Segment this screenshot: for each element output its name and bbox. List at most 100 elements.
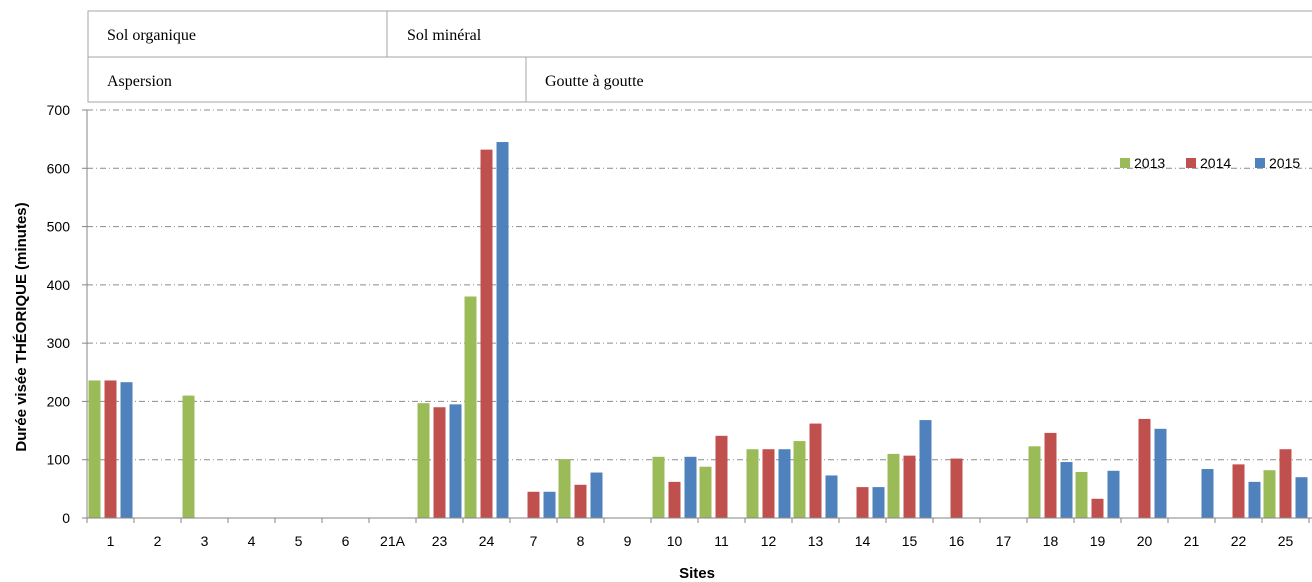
bar-2014-site-22 <box>1232 464 1245 518</box>
bar-2014-site-7 <box>527 491 540 518</box>
y-tick-label: 700 <box>47 102 71 118</box>
x-tick-label-25: 25 <box>1278 533 1294 549</box>
x-tick-label-5: 5 <box>295 533 303 549</box>
x-tick-label-15: 15 <box>902 533 918 549</box>
bar-2014-site-16 <box>950 458 963 518</box>
x-tick-label-9: 9 <box>624 533 632 549</box>
legend-label-2013: 2013 <box>1134 155 1165 171</box>
bar-2013-site-12 <box>746 449 759 518</box>
bar-2015-site-12 <box>778 449 791 518</box>
bar-2014-site-15 <box>903 455 916 518</box>
bar-2013-site-10 <box>652 456 665 518</box>
x-tick-label-3: 3 <box>201 533 209 549</box>
y-tick-label: 400 <box>47 277 71 293</box>
bar-2013-site-19 <box>1075 471 1088 518</box>
x-tick-label-23: 23 <box>432 533 448 549</box>
bar-2015-site-7 <box>543 491 556 518</box>
header-row1-box <box>87 10 1312 58</box>
x-tick-label-21A: 21A <box>380 533 406 549</box>
x-tick-label-21: 21 <box>1184 533 1200 549</box>
bar-2015-site-19 <box>1107 470 1120 518</box>
x-axis-ticks: 1 2 3 4 5 6 21A 23 24 7 8 9 10 11 12 13 14 15 16 17 18 19 20 21… <box>86 518 1310 549</box>
bar-2014-site-23 <box>433 407 446 518</box>
x-tick-label-7: 7 <box>530 533 538 549</box>
bars <box>88 142 1308 519</box>
bar-2014-site-8 <box>574 484 587 518</box>
x-tick-label-4: 4 <box>248 533 256 549</box>
x-tick-label-22: 22 <box>1231 533 1247 549</box>
bar-2015-site-10 <box>684 456 697 518</box>
y-tick-label: 100 <box>47 452 71 468</box>
bar-2014-site-11 <box>715 435 728 518</box>
bar-2014-site-18 <box>1044 432 1057 518</box>
bar-2015-site-8 <box>590 472 603 518</box>
bar-2015-site-1 <box>120 382 133 518</box>
gridlines <box>87 109 1312 461</box>
header-row2-box <box>87 56 1312 103</box>
bar-2014-site-10 <box>668 481 681 518</box>
bar-2015-site-20 <box>1154 428 1167 518</box>
bar-2013-site-23 <box>417 403 430 518</box>
bar-2013-site-11 <box>699 466 712 518</box>
bar-2015-site-14 <box>872 487 885 518</box>
bar-2013-site-1 <box>88 380 101 518</box>
y-tick-label: 0 <box>62 510 70 526</box>
legend-swatch-2015 <box>1255 158 1265 168</box>
x-tick-label-20: 20 <box>1137 533 1153 549</box>
bar-2015-site-25 <box>1295 477 1308 518</box>
bar-2013-site-3 <box>182 395 195 518</box>
bar-2015-site-15 <box>919 420 932 518</box>
x-tick-label-10: 10 <box>667 533 683 549</box>
x-tick-label-13: 13 <box>808 533 824 549</box>
x-tick-label-1: 1 <box>107 533 115 549</box>
x-tick-label-12: 12 <box>761 533 777 549</box>
bar-2013-site-8 <box>558 459 571 518</box>
y-tick-label: 500 <box>47 219 71 235</box>
bar-2013-site-25 <box>1263 470 1276 518</box>
bar-2015-site-23 <box>449 404 462 518</box>
x-tick-label-17: 17 <box>996 533 1012 549</box>
bar-2014-site-13 <box>809 423 822 518</box>
legend: 2013 2014 2015 <box>1120 155 1300 171</box>
header-table: Sol organique Sol minéral Aspersion Gout… <box>87 10 1312 103</box>
header-goutte: Goutte à goutte <box>545 73 644 90</box>
x-tick-label-18: 18 <box>1043 533 1059 549</box>
header-sol-mineral: Sol minéral <box>407 27 482 44</box>
x-tick-label-6: 6 <box>342 533 350 549</box>
x-tick-label-2: 2 <box>154 533 162 549</box>
y-tick-label: 600 <box>47 160 71 176</box>
legend-label-2015: 2015 <box>1269 155 1300 171</box>
x-tick-label-14: 14 <box>855 533 871 549</box>
header-aspersion: Aspersion <box>107 73 172 90</box>
y-axis-ticks: 0 100 200 300 400 500 600 700 <box>47 102 87 526</box>
bar-2013-site-15 <box>887 453 900 518</box>
bar-2014-site-12 <box>762 449 775 518</box>
x-tick-label-24: 24 <box>479 533 495 549</box>
bar-2014-site-14 <box>856 487 869 518</box>
bar-2014-site-25 <box>1279 449 1292 518</box>
bar-2013-site-13 <box>793 441 806 518</box>
bar-2015-site-22 <box>1248 481 1261 518</box>
bar-2014-site-24 <box>480 149 493 519</box>
legend-swatch-2013 <box>1120 158 1130 168</box>
axes <box>86 110 1312 519</box>
x-tick-label-19: 19 <box>1090 533 1106 549</box>
bar-2015-site-24 <box>496 142 509 519</box>
bar-2013-site-18 <box>1028 446 1041 518</box>
y-tick-label: 300 <box>47 335 71 351</box>
bar-2015-site-13 <box>825 475 838 518</box>
bar-2015-site-18 <box>1060 462 1073 518</box>
bar-2014-site-1 <box>104 380 117 518</box>
bar-2014-site-20 <box>1138 418 1151 518</box>
bar-2013-site-24 <box>464 296 477 518</box>
x-axis-title: Sites <box>679 565 715 582</box>
y-axis-title: Durée visée THÉORIQUE (minutes) <box>13 202 30 451</box>
x-tick-label-11: 11 <box>714 533 729 549</box>
bar-2015-site-21 <box>1201 469 1214 518</box>
header-sol-organique: Sol organique <box>107 27 196 44</box>
legend-label-2014: 2014 <box>1200 155 1231 171</box>
x-tick-label-8: 8 <box>577 533 585 549</box>
legend-swatch-2014 <box>1186 158 1196 168</box>
bar-2014-site-19 <box>1091 498 1104 518</box>
